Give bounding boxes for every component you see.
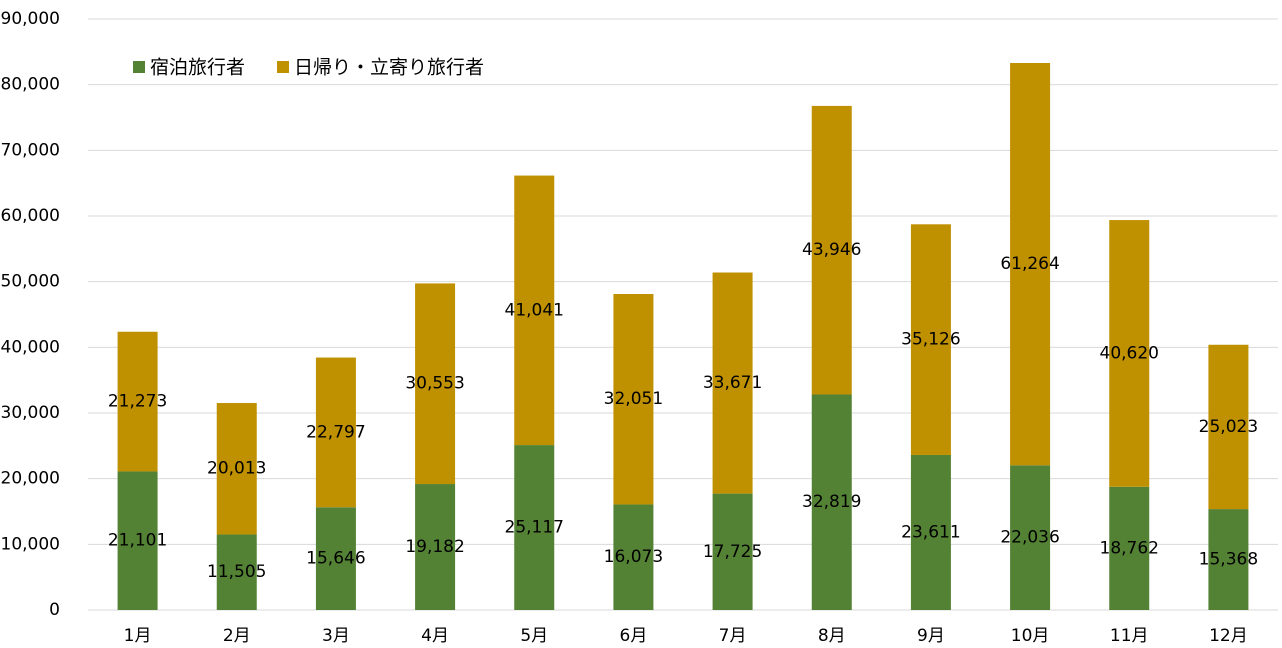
- y-tick-label: 70,000: [1, 140, 60, 160]
- data-label: 19,182: [405, 537, 464, 557]
- x-tick-label: 1月: [124, 626, 152, 646]
- bar-segment: [1109, 486, 1150, 610]
- bar-segment: [117, 331, 158, 472]
- data-label: 30,553: [405, 374, 464, 394]
- bar-segment: [315, 357, 356, 508]
- data-label: 18,762: [1100, 538, 1159, 558]
- data-label: 41,041: [505, 300, 564, 320]
- y-tick-label: 0: [49, 600, 60, 620]
- data-label: 17,725: [703, 542, 762, 562]
- data-label: 25,117: [505, 518, 564, 538]
- y-tick-label: 90,000: [1, 9, 60, 29]
- x-tick-label: 8月: [818, 626, 846, 646]
- y-tick-label: 80,000: [1, 75, 60, 95]
- y-tick-label: 50,000: [1, 272, 60, 292]
- data-label: 40,620: [1100, 343, 1159, 363]
- data-label: 23,611: [901, 522, 960, 542]
- bar-segment: [811, 105, 852, 395]
- bar-segment: [1010, 62, 1051, 466]
- x-tick-label: 2月: [223, 626, 251, 646]
- legend-swatch: [133, 61, 145, 73]
- data-label: 11,505: [207, 562, 266, 582]
- bar-segment: [415, 484, 456, 610]
- bar-segment: [1109, 220, 1150, 487]
- bar-segment: [315, 507, 356, 610]
- bar-segment: [1208, 344, 1249, 510]
- bar-segment: [514, 445, 555, 610]
- x-tick-label: 10月: [1011, 626, 1050, 646]
- data-label: 61,264: [1000, 254, 1059, 274]
- x-tick-label: 6月: [620, 626, 648, 646]
- bar-segment: [216, 534, 257, 610]
- data-label: 22,036: [1000, 528, 1059, 548]
- data-label: 15,368: [1199, 550, 1258, 570]
- y-tick-label: 40,000: [1, 337, 60, 357]
- x-tick-label: 4月: [421, 626, 449, 646]
- x-tick-label: 5月: [520, 626, 548, 646]
- legend-swatch: [277, 61, 290, 73]
- y-tick-label: 30,000: [1, 403, 60, 423]
- data-label: 32,819: [802, 492, 861, 512]
- bar-segment: [1010, 465, 1051, 610]
- bar-segment: [117, 471, 158, 610]
- data-label: 32,051: [604, 389, 663, 409]
- data-label: 20,013: [207, 459, 266, 479]
- legend-label: 宿泊旅行者: [150, 57, 245, 79]
- bar-segment: [613, 504, 654, 610]
- data-label: 16,073: [604, 547, 663, 567]
- data-label: 21,273: [108, 392, 167, 412]
- y-tick-label: 10,000: [1, 534, 60, 554]
- x-tick-label: 3月: [322, 626, 350, 646]
- bar-segment: [613, 293, 654, 505]
- data-label: 25,023: [1199, 417, 1258, 437]
- bar-segment: [514, 175, 555, 446]
- x-tick-label: 12月: [1209, 626, 1248, 646]
- data-label: 43,946: [802, 240, 861, 260]
- legend-label: 日帰り・立寄り旅行者: [294, 57, 484, 79]
- x-tick-label: 11月: [1110, 626, 1149, 646]
- bar-segment: [712, 493, 753, 610]
- bar-segment: [415, 283, 456, 485]
- data-label: 35,126: [901, 330, 960, 350]
- data-label: 33,671: [703, 373, 762, 393]
- bar-segment: [910, 454, 951, 610]
- x-tick-label: 7月: [719, 626, 747, 646]
- bar-segment: [712, 272, 753, 494]
- bar-segment: [1208, 509, 1249, 610]
- data-label: 21,101: [108, 531, 167, 551]
- x-tick-label: 9月: [917, 626, 945, 646]
- bar-segment: [811, 394, 852, 610]
- y-tick-label: 60,000: [1, 206, 60, 226]
- data-label: 22,797: [306, 422, 365, 442]
- bar-segment: [910, 224, 951, 455]
- data-label: 15,646: [306, 549, 365, 569]
- y-tick-label: 20,000: [1, 469, 60, 489]
- bar-segment: [216, 403, 257, 535]
